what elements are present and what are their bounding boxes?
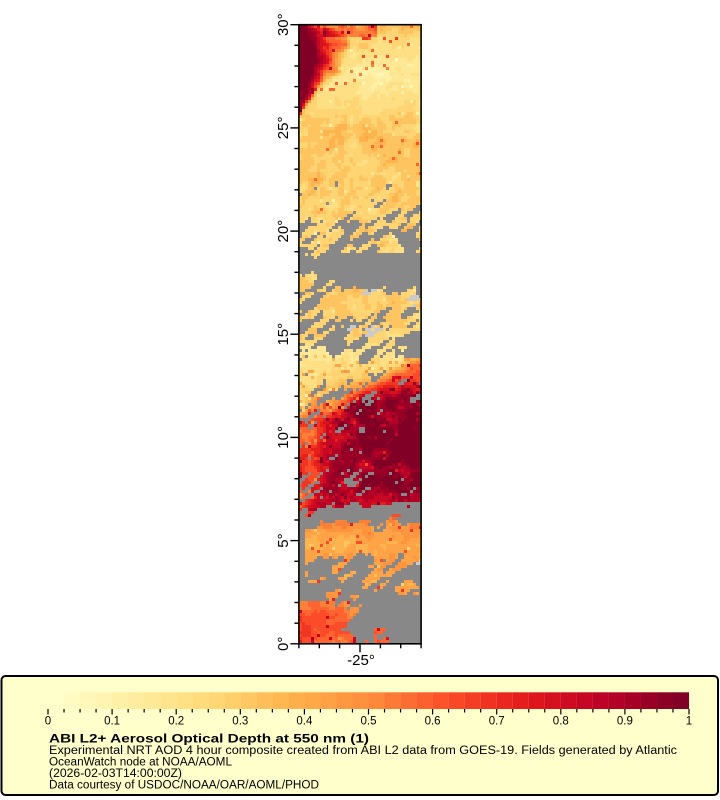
svg-text:OceanWatch node at NOAA/AOML: OceanWatch node at NOAA/AOML <box>49 757 233 769</box>
svg-text:5°: 5° <box>275 533 292 547</box>
svg-text:0: 0 <box>45 716 51 728</box>
svg-text:0.5: 0.5 <box>361 716 377 728</box>
svg-text:0.4: 0.4 <box>296 716 313 728</box>
svg-text:Data courtesy of USDOC/NOAA/OA: Data courtesy of USDOC/NOAA/OAR/AOML/PHO… <box>49 780 319 792</box>
svg-text:-25°: -25° <box>347 652 375 669</box>
svg-text:30°: 30° <box>275 13 292 36</box>
svg-text:0.9: 0.9 <box>617 716 633 728</box>
svg-text:1: 1 <box>686 716 692 728</box>
svg-text:0.6: 0.6 <box>425 716 441 728</box>
svg-text:0°: 0° <box>275 637 292 651</box>
svg-text:10°: 10° <box>275 426 292 449</box>
svg-text:20°: 20° <box>275 220 292 243</box>
svg-text:15°: 15° <box>275 323 292 346</box>
svg-text:Experimental NRT AOD 4 hour co: Experimental NRT AOD 4 hour composite cr… <box>49 745 677 757</box>
svg-text:0.7: 0.7 <box>489 716 505 728</box>
svg-text:ABI L2+ Aerosol Optical Depth: ABI L2+ Aerosol Optical Depth at 550 nm … <box>49 734 369 746</box>
svg-text:0.1: 0.1 <box>104 716 120 728</box>
svg-text:0.2: 0.2 <box>168 716 184 728</box>
svg-text:(2026-02-03T14:00:00Z): (2026-02-03T14:00:00Z) <box>49 768 182 780</box>
svg-text:25°: 25° <box>275 117 292 140</box>
svg-text:0.3: 0.3 <box>232 716 248 728</box>
svg-text:0.8: 0.8 <box>553 716 569 728</box>
